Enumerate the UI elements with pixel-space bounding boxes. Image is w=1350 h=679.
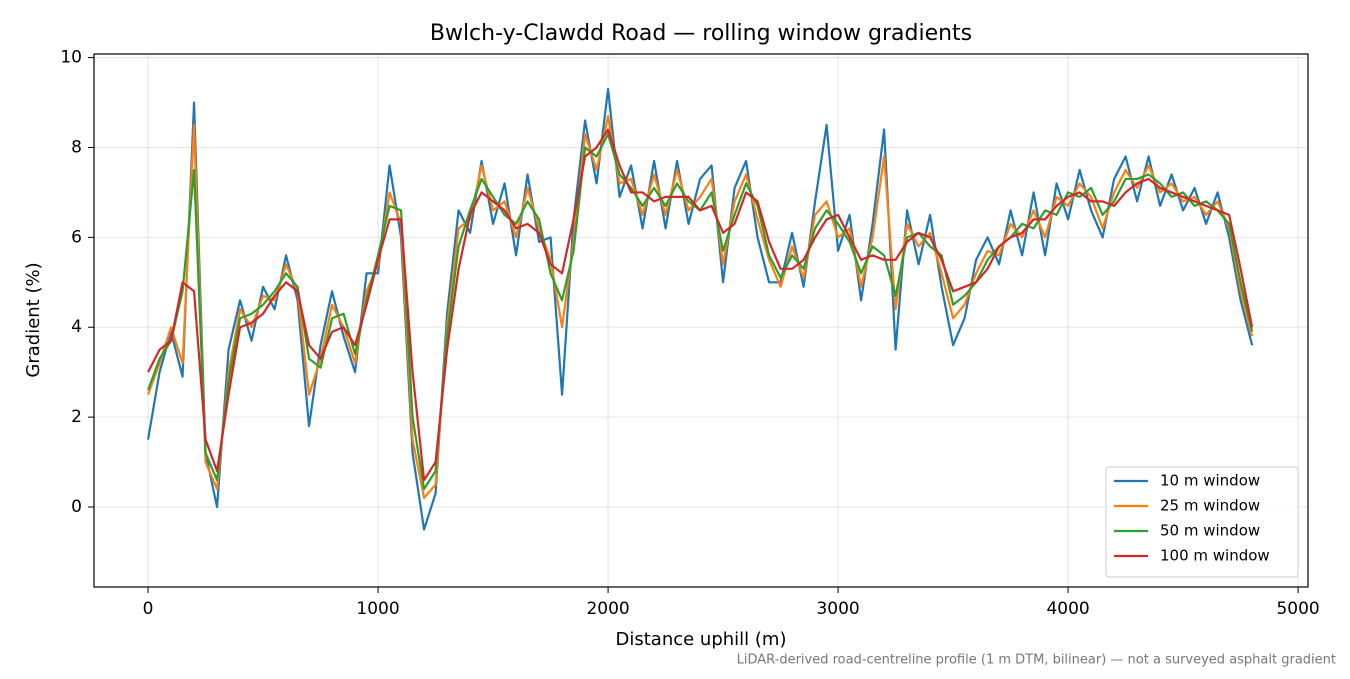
series-line bbox=[146, 87, 1254, 531]
chart-title: Bwlch-y-Clawdd Road — rolling window gra… bbox=[430, 21, 972, 46]
y-tick-label: 0 bbox=[71, 497, 82, 517]
legend-label: 50 m window bbox=[1160, 522, 1260, 540]
x-axis-label: Distance uphill (m) bbox=[616, 629, 787, 650]
x-tick-label: 2000 bbox=[586, 599, 629, 619]
y-tick-label: 6 bbox=[71, 227, 82, 247]
legend: 10 m window 25 m window 50 m window 100 m w… bbox=[1105, 466, 1299, 578]
ticks: 0 1000 2000 3000 4000 5000 0 2 4 6 8 10 bbox=[60, 48, 1319, 619]
plot-frame bbox=[93, 53, 1309, 588]
x-tick-label: 5000 bbox=[1276, 599, 1319, 619]
series-line bbox=[147, 128, 1254, 482]
y-axis-label: Gradient (%) bbox=[23, 262, 44, 377]
x-tick-label: 3000 bbox=[816, 599, 859, 619]
x-tick-label: 0 bbox=[143, 599, 154, 619]
legend-label: 100 m window bbox=[1160, 547, 1270, 565]
footnote: LiDAR-derived road-centreline profile (1… bbox=[737, 653, 1336, 668]
y-tick-label: 10 bbox=[60, 48, 82, 68]
x-tick-label: 1000 bbox=[356, 599, 399, 619]
y-tick-label: 2 bbox=[71, 407, 82, 427]
y-tick-label: 8 bbox=[71, 137, 82, 157]
legend-box bbox=[1105, 466, 1299, 578]
x-tick-label: 4000 bbox=[1046, 599, 1089, 619]
lines bbox=[146, 87, 1254, 531]
legend-label: 25 m window bbox=[1160, 497, 1260, 515]
series-line bbox=[147, 114, 1254, 500]
y-tick-label: 4 bbox=[71, 317, 82, 337]
legend-label: 10 m window bbox=[1160, 472, 1260, 490]
